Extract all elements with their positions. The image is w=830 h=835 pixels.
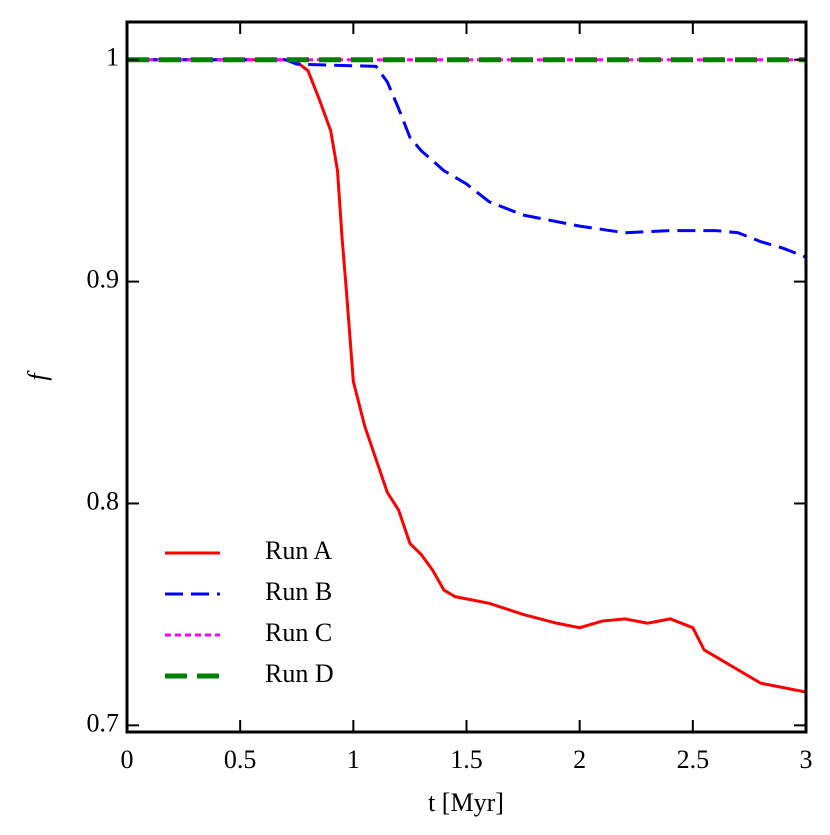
- x-tick-label: 2: [573, 745, 586, 774]
- x-tick-label: 3: [800, 745, 813, 774]
- x-tick-label: 0.5: [224, 745, 257, 774]
- legend-label: Run A: [265, 536, 332, 565]
- y-tick-label: 1: [106, 43, 119, 72]
- x-axis-label: t [Myr]: [428, 788, 504, 817]
- x-tick-label: 1: [347, 745, 360, 774]
- y-tick-label: 0.7: [87, 708, 120, 737]
- series-line: [127, 58, 807, 694]
- y-tick-label: 0.8: [87, 486, 120, 515]
- plot-frame: [125, 20, 808, 734]
- x-tick-label: 2.5: [677, 745, 710, 774]
- legend-label: Run C: [265, 618, 332, 647]
- legend-label: Run B: [265, 577, 332, 606]
- x-tick-label: 0: [121, 745, 134, 774]
- series-line: [127, 58, 807, 259]
- x-tick-label: 1.5: [450, 745, 483, 774]
- legend-label: Run D: [265, 659, 334, 688]
- y-tick-label: 0.9: [87, 265, 120, 294]
- y-axis-label: f: [23, 370, 52, 381]
